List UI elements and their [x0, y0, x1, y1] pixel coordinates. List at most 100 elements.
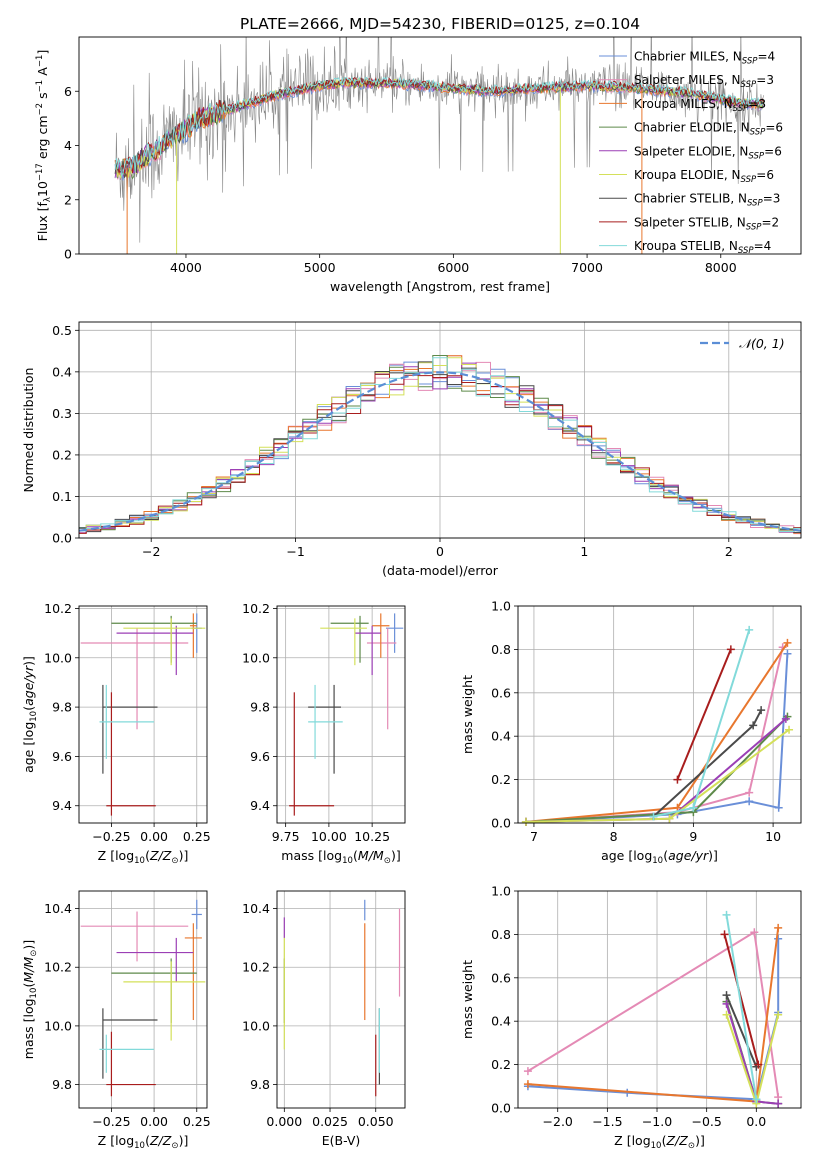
legend-label-salpeter-miles: Salpeter MILES, NSSP =3	[634, 73, 774, 90]
x-tick-label: 8	[610, 829, 618, 844]
series-kroupa-miles	[521, 638, 792, 826]
y-tick-label: 0.0	[491, 816, 511, 831]
errorbar-salpeter-elodie	[116, 625, 194, 676]
y-tick-label: 9.6	[52, 749, 72, 764]
x-tick-label: 4000	[170, 260, 202, 275]
x-tick-label: 10	[765, 829, 781, 844]
errorbar-kroupa-elodie	[320, 618, 367, 666]
errorbar-kroupa-elodie	[123, 618, 206, 666]
y-tick-label: 0.8	[491, 927, 511, 942]
y-tick-label: 10.0	[44, 650, 72, 665]
y-tick-label: 0.6	[491, 970, 511, 985]
x-axis-label: Z [log10 (Z/Z⊙ )]	[614, 1133, 705, 1151]
x-tick-label: 9	[689, 829, 697, 844]
series-marker-chabrier-stelib	[757, 706, 766, 715]
mass-vs-metallicity-panel: −0.25 0.00 0.25 9.8 10.0 10.2 10.4 Z [log10 (Z/…	[21, 890, 211, 1151]
series-salpeter-stelib	[673, 645, 735, 784]
series-salpeter-miles	[521, 643, 787, 826]
series-marker-chabrier-miles	[774, 803, 783, 812]
y-tick-label: 0.3	[52, 406, 72, 421]
legend-label-salpeter-stelib: Salpeter STELIB, NSSP =2	[634, 215, 779, 232]
series-line-salpeter-miles	[527, 930, 780, 1098]
series-marker-kroupa-elodie	[774, 1010, 783, 1019]
legend-label-kroupa-elodie: Kroupa ELODIE, NSSP =6	[634, 168, 774, 185]
y-tick-label: 9.8	[52, 1077, 72, 1092]
series-line-salpeter-stelib	[723, 934, 760, 1065]
legend-label-chabrier-miles: Chabrier MILES, NSSP =4	[634, 50, 775, 67]
y-tick-label: 1.0	[491, 599, 511, 614]
series-marker-salpeter-stelib	[726, 645, 735, 654]
y-tick-label: 10.4	[44, 901, 72, 916]
legend-label-salpeter-elodie: Salpeter ELODIE, NSSP =6	[634, 144, 782, 161]
series-chabrier-miles	[521, 649, 792, 826]
errorbar-salpeter-stelib	[106, 1031, 156, 1097]
y-tick-label: 6	[64, 84, 72, 99]
errorbar-kroupa-stelib	[99, 684, 155, 759]
age-vs-mass-panel: 9.75 10.00 10.25 9.4 9.6 9.8 10.0 10.2 mass [log…	[242, 601, 406, 866]
y-tick-label: 9.8	[250, 1077, 270, 1092]
series-marker-kroupa-stelib	[722, 910, 731, 919]
mass-weight-vs-age-panel: 7 8 9 10 0.0 0.2 0.4 0.6 0.8 1.0 age [log10 (age/y…	[460, 599, 802, 866]
errorbar-kroupa-miles	[184, 923, 202, 1021]
x-tick-label: −0.5	[691, 1114, 721, 1129]
x-tick-label: −1.5	[592, 1114, 622, 1129]
x-tick-label: 0.050	[358, 1114, 394, 1129]
y-tick-label: 10.0	[44, 1018, 72, 1033]
x-tick-label: 0.00	[140, 829, 168, 844]
x-tick-label: 0.025	[312, 1114, 348, 1129]
legend-label-chabrier-elodie: Chabrier ELODIE, NSSP =6	[634, 121, 783, 138]
series-marker-kroupa-stelib	[649, 812, 658, 821]
series-marker-kroupa-elodie	[722, 1010, 731, 1019]
errorbar-kroupa-elodie	[123, 961, 206, 1041]
series-marker-salpeter-stelib	[673, 775, 682, 784]
series-marker-kroupa-elodie	[785, 725, 794, 734]
errorbar-salpeter-elodie	[116, 937, 194, 982]
x-axis-label: (data-model)/error	[382, 563, 499, 578]
y-tick-label: 0.4	[491, 1014, 511, 1029]
errorbar-kroupa-stelib	[308, 684, 343, 759]
errorbar-chabrier-stelib	[102, 1008, 158, 1079]
series-marker-salpeter-miles	[745, 788, 754, 797]
series-salpeter-stelib	[720, 930, 763, 1069]
series-marker-chabrier-miles	[783, 649, 792, 658]
x-tick-label: 0.25	[183, 1114, 211, 1129]
x-tick-label: 0.000	[266, 1114, 302, 1129]
y-tick-label: 9.8	[250, 700, 270, 715]
y-tick-label: 0.2	[491, 1057, 511, 1072]
mass-weight-vs-metallicity-panel: −2.0 −1.5 −1.0 −0.5 0.0 0.0 0.2 0.4 0.6 0.8 1.0 Z […	[460, 884, 802, 1151]
series-marker-salpeter-stelib	[754, 1060, 763, 1069]
series-marker-kroupa-miles	[774, 923, 783, 932]
x-axis-label: Z [log10 (Z/Z⊙ )]	[98, 1133, 189, 1151]
series-marker-chabrier-miles	[745, 797, 754, 806]
errorbar-chabrier-miles	[191, 899, 202, 930]
x-axis-label: wavelength [Angstrom, rest frame]	[330, 279, 550, 294]
errorbar-salpeter-miles	[366, 628, 397, 730]
x-tick-label: 1	[580, 544, 588, 559]
y-tick-label: 0.8	[491, 642, 511, 657]
errorbar-plot-area	[80, 613, 206, 816]
y-tick-label: 10.2	[242, 960, 270, 975]
y-tick-label: 9.4	[250, 798, 270, 813]
x-tick-label: 0.0	[746, 1114, 766, 1129]
figure-title: PLATE=2666, MJD=54230, FIBERID=0125, z=0…	[240, 15, 640, 33]
histogram-plot-area	[79, 355, 801, 535]
x-tick-label: 0.00	[140, 1114, 168, 1129]
series-line-chabrier-stelib	[725, 994, 758, 1068]
x-tick-label: −2.0	[543, 1114, 573, 1129]
series-marker-kroupa-stelib	[745, 625, 754, 634]
errorbar-plot-area	[283, 899, 401, 1097]
x-tick-label: 6000	[437, 260, 469, 275]
y-tick-label: 0.2	[52, 447, 72, 462]
y-tick-label: 0.4	[491, 729, 511, 744]
errorbar-salpeter-stelib	[106, 692, 156, 816]
errorbar-kroupa-miles	[372, 613, 390, 658]
series-marker-salpeter-stelib	[720, 930, 729, 939]
y-tick-label: 0.0	[52, 531, 72, 546]
model-spectrum-kroupa-stelib	[114, 76, 764, 178]
y-tick-label: 0.6	[491, 685, 511, 700]
spectrum-plot-area	[114, 37, 765, 254]
x-axis-label: E(B-V)	[322, 1133, 361, 1148]
series-line-kroupa-elodie	[525, 728, 790, 823]
errorbar-chabrier-elodie	[330, 615, 369, 663]
